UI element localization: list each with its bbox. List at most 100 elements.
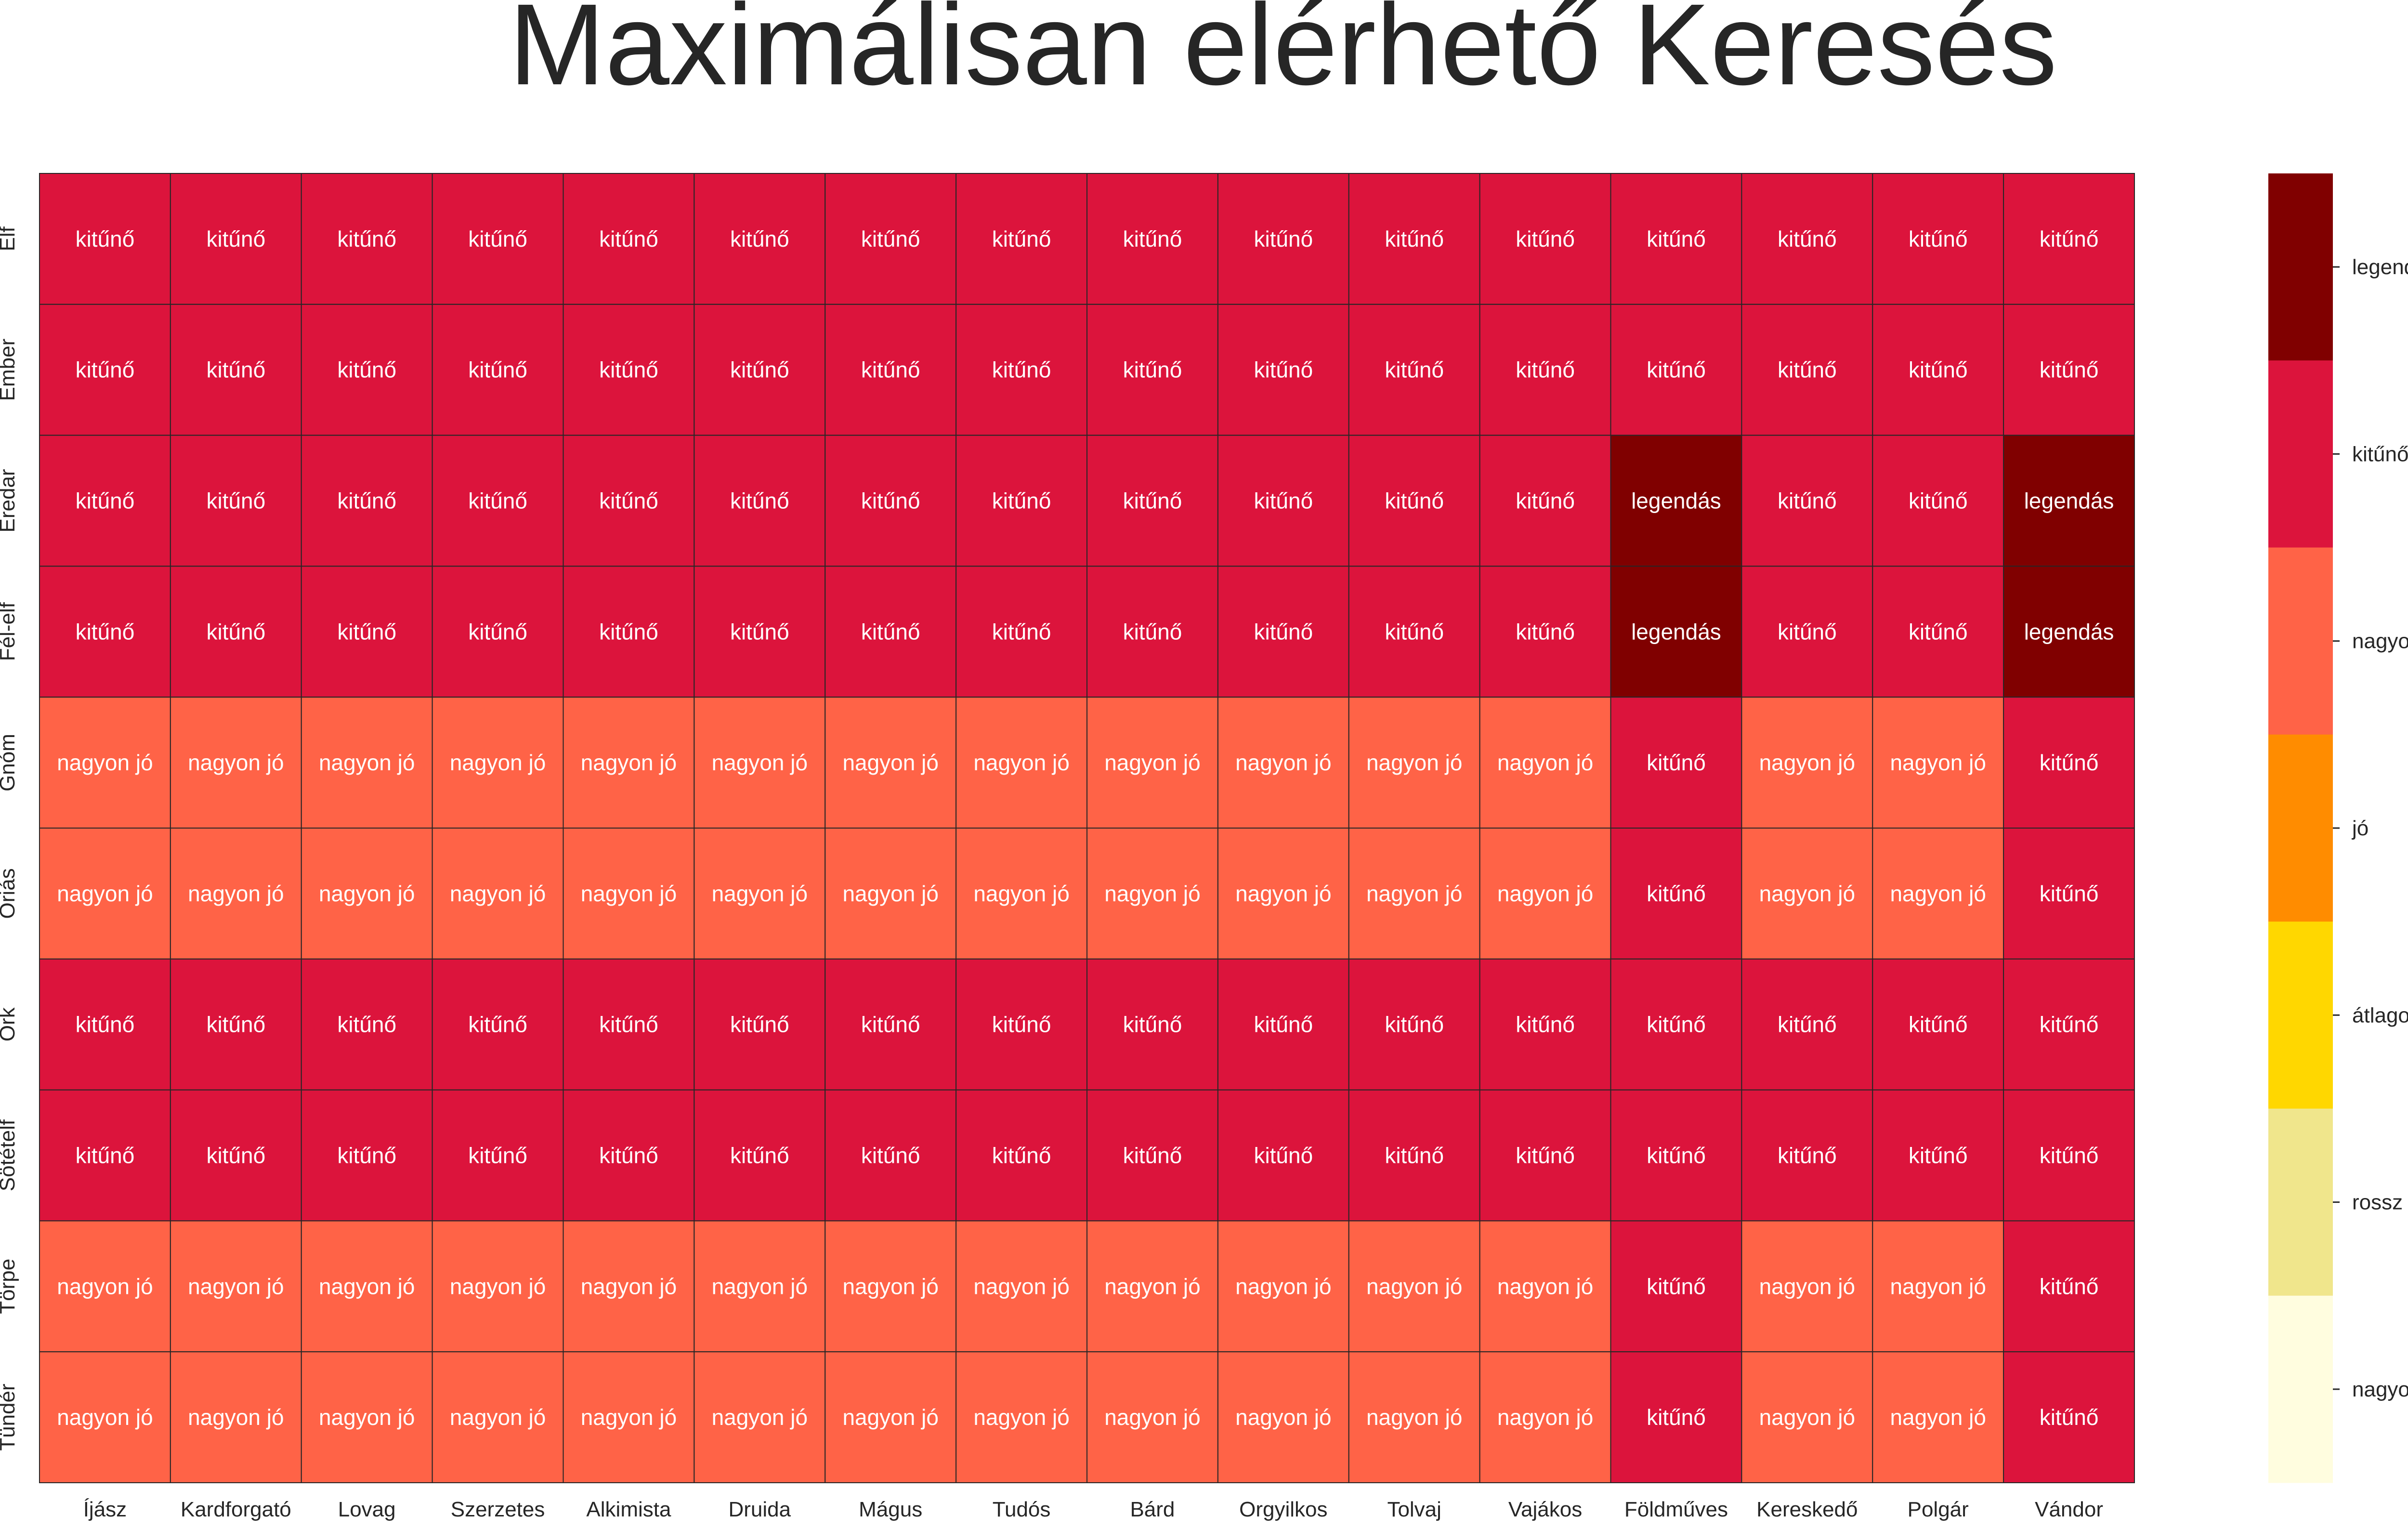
cell-value-label: kitűnő [992,226,1051,251]
cell-value-label: kitűnő [337,619,396,644]
heatmap-cell [39,828,171,960]
cell-value-label: kitűnő [861,488,920,514]
heatmap-cell [955,566,1087,698]
cell-value-label: nagyon jó [1759,750,1856,775]
heatmap-cell [432,1351,564,1483]
heatmap-cell [2003,697,2135,829]
heatmap-cell [39,1220,171,1353]
heatmap-cell [170,697,302,829]
heatmap-cell [1741,435,1873,567]
cell-value-label: kitűnő [1385,357,1444,382]
heatmap-cell [1479,1351,1611,1483]
heatmap-cell [1872,1220,2004,1353]
cell-value-label: nagyon jó [842,750,939,775]
cell-value-label: kitűnő [1516,619,1575,644]
heatmap-cell [694,435,826,567]
heatmap-cell [432,173,564,305]
cell-value-label: kitűnő [992,357,1051,382]
heatmap-cell [955,697,1087,829]
cell-value-label: kitűnő [2040,226,2099,251]
cell-value-label: kitűnő [1123,488,1182,514]
cell-value-label: kitűnő [1909,1012,1968,1037]
cell-value-label: kitűnő [1647,1012,1706,1037]
cell-value-label: kitűnő [1909,226,1968,251]
heatmap-cell [170,173,302,305]
y-tick-label: Óriás [0,868,19,919]
heatmap-cell [1217,697,1349,829]
cell-value-label: nagyon jó [188,881,284,906]
cell-value-label: nagyon jó [319,1274,415,1299]
cell-value-label: kitűnő [599,357,658,382]
heatmap-cell [170,1220,302,1353]
heatmap-cell [955,173,1087,305]
heatmap-cell [39,566,171,698]
y-tick-label: Tündér [0,1383,19,1450]
colorbar-segment [2268,922,2333,1109]
heatmap-cell [170,566,302,698]
heatmap-cell [824,697,957,829]
heatmap-cell [1610,173,1742,305]
heatmap-cell [2003,1089,2135,1222]
cell-value-label: kitűnő [992,1012,1051,1037]
y-tick-labels: Elf Ember Eredar Fél-elf Gnóm Óriás Ork Sötétel… [0,226,19,1450]
x-tick-label: Lovag [338,1498,396,1521]
heatmap-cell [694,828,826,960]
heatmap-cell [1348,1089,1480,1222]
cell-value-label: nagyon jó [1497,881,1594,906]
heatmap-cell [1086,958,1218,1091]
cell-value-label: kitűnő [468,226,527,251]
cell-value-label: kitűnő [1647,1405,1706,1430]
heatmap-cell [301,958,433,1091]
chart-title: Maximálisan elérhető Keresés [509,0,2057,109]
heatmap-cell [1610,1089,1742,1222]
y-tick-label: Ork [0,1007,19,1041]
heatmap-cell [824,958,957,1091]
heatmap-cell [563,828,695,960]
heatmap-cell [2003,566,2135,698]
cell-value-label: kitűnő [730,619,789,644]
cell-value-label: kitűnő [1647,750,1706,775]
heatmap-cell [1479,697,1611,829]
cell-value-label: kitűnő [468,1143,527,1168]
heatmap-cell [1872,435,2004,567]
heatmap-cell [1217,1351,1349,1483]
cell-value-label: kitűnő [730,488,789,514]
heatmap-cell [432,697,564,829]
heatmap-cell [432,1089,564,1222]
cell-value-label: kitűnő [730,1012,789,1037]
cell-value-label: nagyon jó [1104,881,1201,906]
heatmap-cell [1479,958,1611,1091]
cell-value-label: kitűnő [730,357,789,382]
cell-value-label: nagyon jó [581,750,677,775]
cell-value-label: nagyon jó [450,881,546,906]
heatmap-cell [955,435,1087,567]
cell-value-label: kitűnő [599,488,658,514]
cell-value-label: nagyon jó [1759,1274,1856,1299]
x-tick-label: Földműves [1624,1498,1728,1521]
cell-value-label: kitűnő [1385,1143,1444,1168]
cell-value-label: nagyon jó [450,1405,546,1430]
cell-value-label: nagyon jó [712,1405,808,1430]
cell-value-label: kitűnő [1516,488,1575,514]
cell-value-label: nagyon jó [57,1405,153,1430]
heatmap-cell [170,958,302,1091]
heatmap-cell [1872,958,2004,1091]
heatmap-cell [1348,828,1480,960]
heatmap-cell [301,1089,433,1222]
cell-value-label: kitűnő [1123,226,1182,251]
cell-value-label: kitűnő [2040,357,2099,382]
x-tick-label: Polgár [1908,1498,1969,1521]
cell-value-label: kitűnő [1385,226,1444,251]
heatmap-cell [1348,435,1480,567]
heatmap-cell [301,1351,433,1483]
y-tick-label: Elf [0,226,19,251]
cell-value-label: nagyon jó [450,750,546,775]
heatmap-cell [1086,1351,1218,1483]
x-tick-label: Mágus [859,1498,922,1521]
colorbar-tick-label: nagyon rossz [2352,1378,2408,1401]
heatmap-cell [301,173,433,305]
cell-value-label: kitűnő [1647,1143,1706,1168]
cell-value-label: kitűnő [206,1012,265,1037]
colorbar-segment [2268,360,2333,548]
